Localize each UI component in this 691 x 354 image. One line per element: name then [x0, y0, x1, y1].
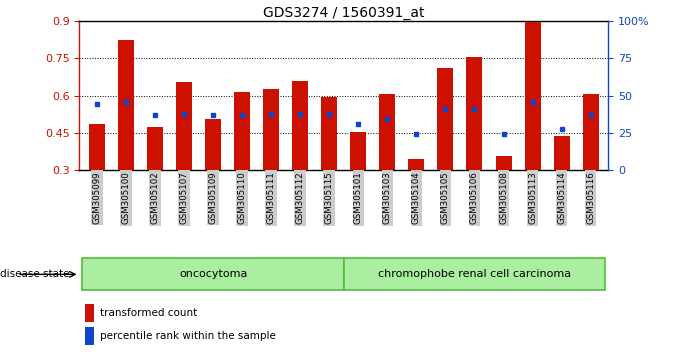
FancyBboxPatch shape: [82, 258, 343, 290]
Bar: [118, 40, 134, 170]
Bar: [553, 136, 569, 170]
Bar: [234, 92, 250, 170]
Bar: [176, 82, 192, 170]
Text: percentile rank within the sample: percentile rank within the sample: [100, 331, 276, 341]
Bar: [495, 156, 511, 170]
Bar: [292, 81, 308, 170]
Bar: [524, 23, 540, 170]
FancyBboxPatch shape: [343, 258, 605, 290]
Text: transformed count: transformed count: [100, 308, 197, 318]
Text: GSM305110: GSM305110: [238, 171, 247, 224]
Bar: [321, 97, 337, 170]
Text: GSM305103: GSM305103: [383, 171, 392, 224]
Text: oncocytoma: oncocytoma: [179, 269, 247, 279]
Text: GSM305105: GSM305105: [441, 171, 450, 224]
Bar: [89, 124, 105, 170]
Bar: [466, 57, 482, 170]
Text: GSM305114: GSM305114: [557, 171, 566, 224]
Bar: [147, 126, 163, 170]
Bar: [583, 95, 598, 170]
Text: GSM305115: GSM305115: [325, 171, 334, 224]
Text: GSM305102: GSM305102: [151, 171, 160, 224]
Bar: [437, 68, 453, 170]
Text: GSM305112: GSM305112: [296, 171, 305, 224]
Bar: [379, 95, 395, 170]
Text: GSM305111: GSM305111: [267, 171, 276, 224]
Bar: [205, 119, 221, 170]
Bar: [408, 159, 424, 170]
Text: GSM305101: GSM305101: [354, 171, 363, 224]
Text: disease state: disease state: [0, 269, 70, 279]
Bar: [85, 304, 94, 322]
Text: GSM305100: GSM305100: [122, 171, 131, 224]
Bar: [350, 131, 366, 170]
Text: GSM305108: GSM305108: [499, 171, 508, 224]
Title: GDS3274 / 1560391_at: GDS3274 / 1560391_at: [263, 6, 424, 20]
Bar: [263, 89, 279, 170]
Text: chromophobe renal cell carcinoma: chromophobe renal cell carcinoma: [378, 269, 571, 279]
Text: GSM305107: GSM305107: [180, 171, 189, 224]
Text: GSM305113: GSM305113: [528, 171, 537, 224]
Text: GSM305099: GSM305099: [93, 171, 102, 224]
Text: GSM305109: GSM305109: [209, 171, 218, 224]
Text: GSM305116: GSM305116: [586, 171, 595, 224]
Bar: [85, 327, 94, 344]
Text: GSM305104: GSM305104: [412, 171, 421, 224]
Text: GSM305106: GSM305106: [470, 171, 479, 224]
